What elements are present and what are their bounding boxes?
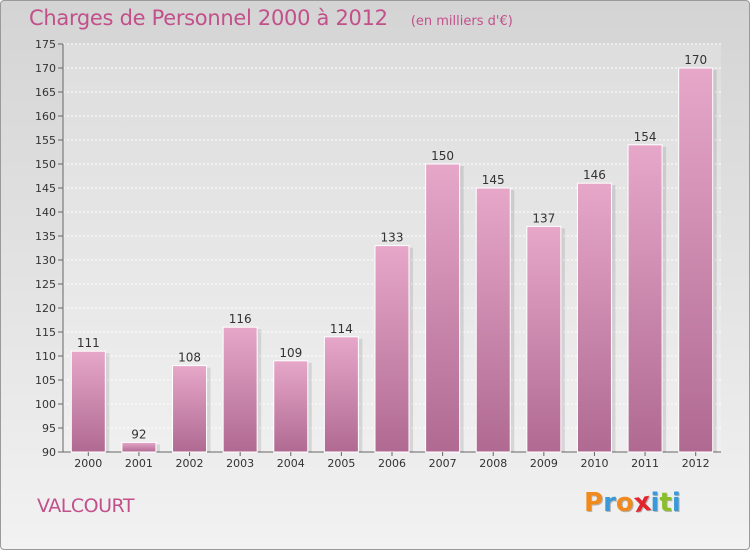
bar [678,67,714,453]
bar [323,336,359,453]
y-tick-label: 105 [35,374,56,387]
bar [576,182,612,453]
y-tick-label: 95 [42,422,56,435]
bar-value-label: 111 [77,336,100,350]
title-row: Charges de Personnel 2000 à 2012 (en mil… [29,6,513,30]
x-tick-label: 2011 [631,457,659,470]
bar [222,326,258,453]
x-tick-label: 2000 [74,457,102,470]
x-tick-label: 2010 [580,457,608,470]
brand-letter: P [584,488,604,518]
y-tick-label: 100 [35,398,56,411]
bar [627,144,663,453]
brand-letter: r [603,488,616,518]
y-tick-label: 145 [35,182,56,195]
bar [425,163,461,453]
bar-value-label: 137 [532,211,555,225]
x-tick-label: 2008 [479,457,507,470]
bar [273,360,309,453]
y-tick-label: 160 [35,110,56,123]
x-tick-label: 2001 [125,457,153,470]
y-tick-label: 90 [42,446,56,459]
x-tick-label: 2006 [378,457,406,470]
bar-value-label: 154 [634,130,657,144]
x-tick-label: 2002 [176,457,204,470]
brand-letter: t [659,488,672,518]
bar-value-label: 116 [229,312,252,326]
x-tick-label: 2005 [327,457,355,470]
x-tick-label: 2007 [429,457,457,470]
y-tick-label: 155 [35,134,56,147]
bar-value-label: 109 [279,346,302,360]
brand-letter: i [650,488,660,518]
chart-subtitle: (en milliers d'€) [410,14,513,29]
y-tick-label: 125 [35,278,56,291]
y-tick-label: 165 [35,86,56,99]
y-tick-label: 120 [35,302,56,315]
bar-value-label: 108 [178,351,201,365]
y-tick-label: 115 [35,326,56,339]
bar-value-label: 145 [482,173,505,187]
bar [121,441,157,453]
bar-value-label: 133 [381,231,404,245]
bar-value-label: 146 [583,168,606,182]
y-tick-label: 135 [35,230,56,243]
y-tick-label: 175 [35,38,56,51]
bar [526,225,562,453]
chart-title: Charges de Personnel 2000 à 2012 [29,6,388,30]
bar-value-label: 114 [330,322,353,336]
y-tick-label: 130 [35,254,56,267]
brand-letter: x [631,486,653,520]
y-tick-label: 170 [35,62,56,75]
brand-letter: i [671,488,681,518]
bar [374,245,410,453]
bar-value-label: 170 [684,53,707,67]
bar-value-label: 92 [131,427,146,441]
bar [475,187,511,453]
x-tick-label: 2012 [682,457,710,470]
proxiti-logo: Proxiti [584,486,681,520]
x-tick-label: 2004 [277,457,305,470]
x-tick-label: 2009 [530,457,558,470]
brand-letter: o [615,488,634,518]
bar [70,350,106,453]
bar-value-label: 150 [431,149,454,163]
y-tick-label: 150 [35,158,56,171]
commune-name: VALCOURT [37,495,134,517]
bar [172,365,208,453]
y-tick-label: 110 [35,350,56,363]
y-tick-label: 140 [35,206,56,219]
x-tick-label: 2003 [226,457,254,470]
